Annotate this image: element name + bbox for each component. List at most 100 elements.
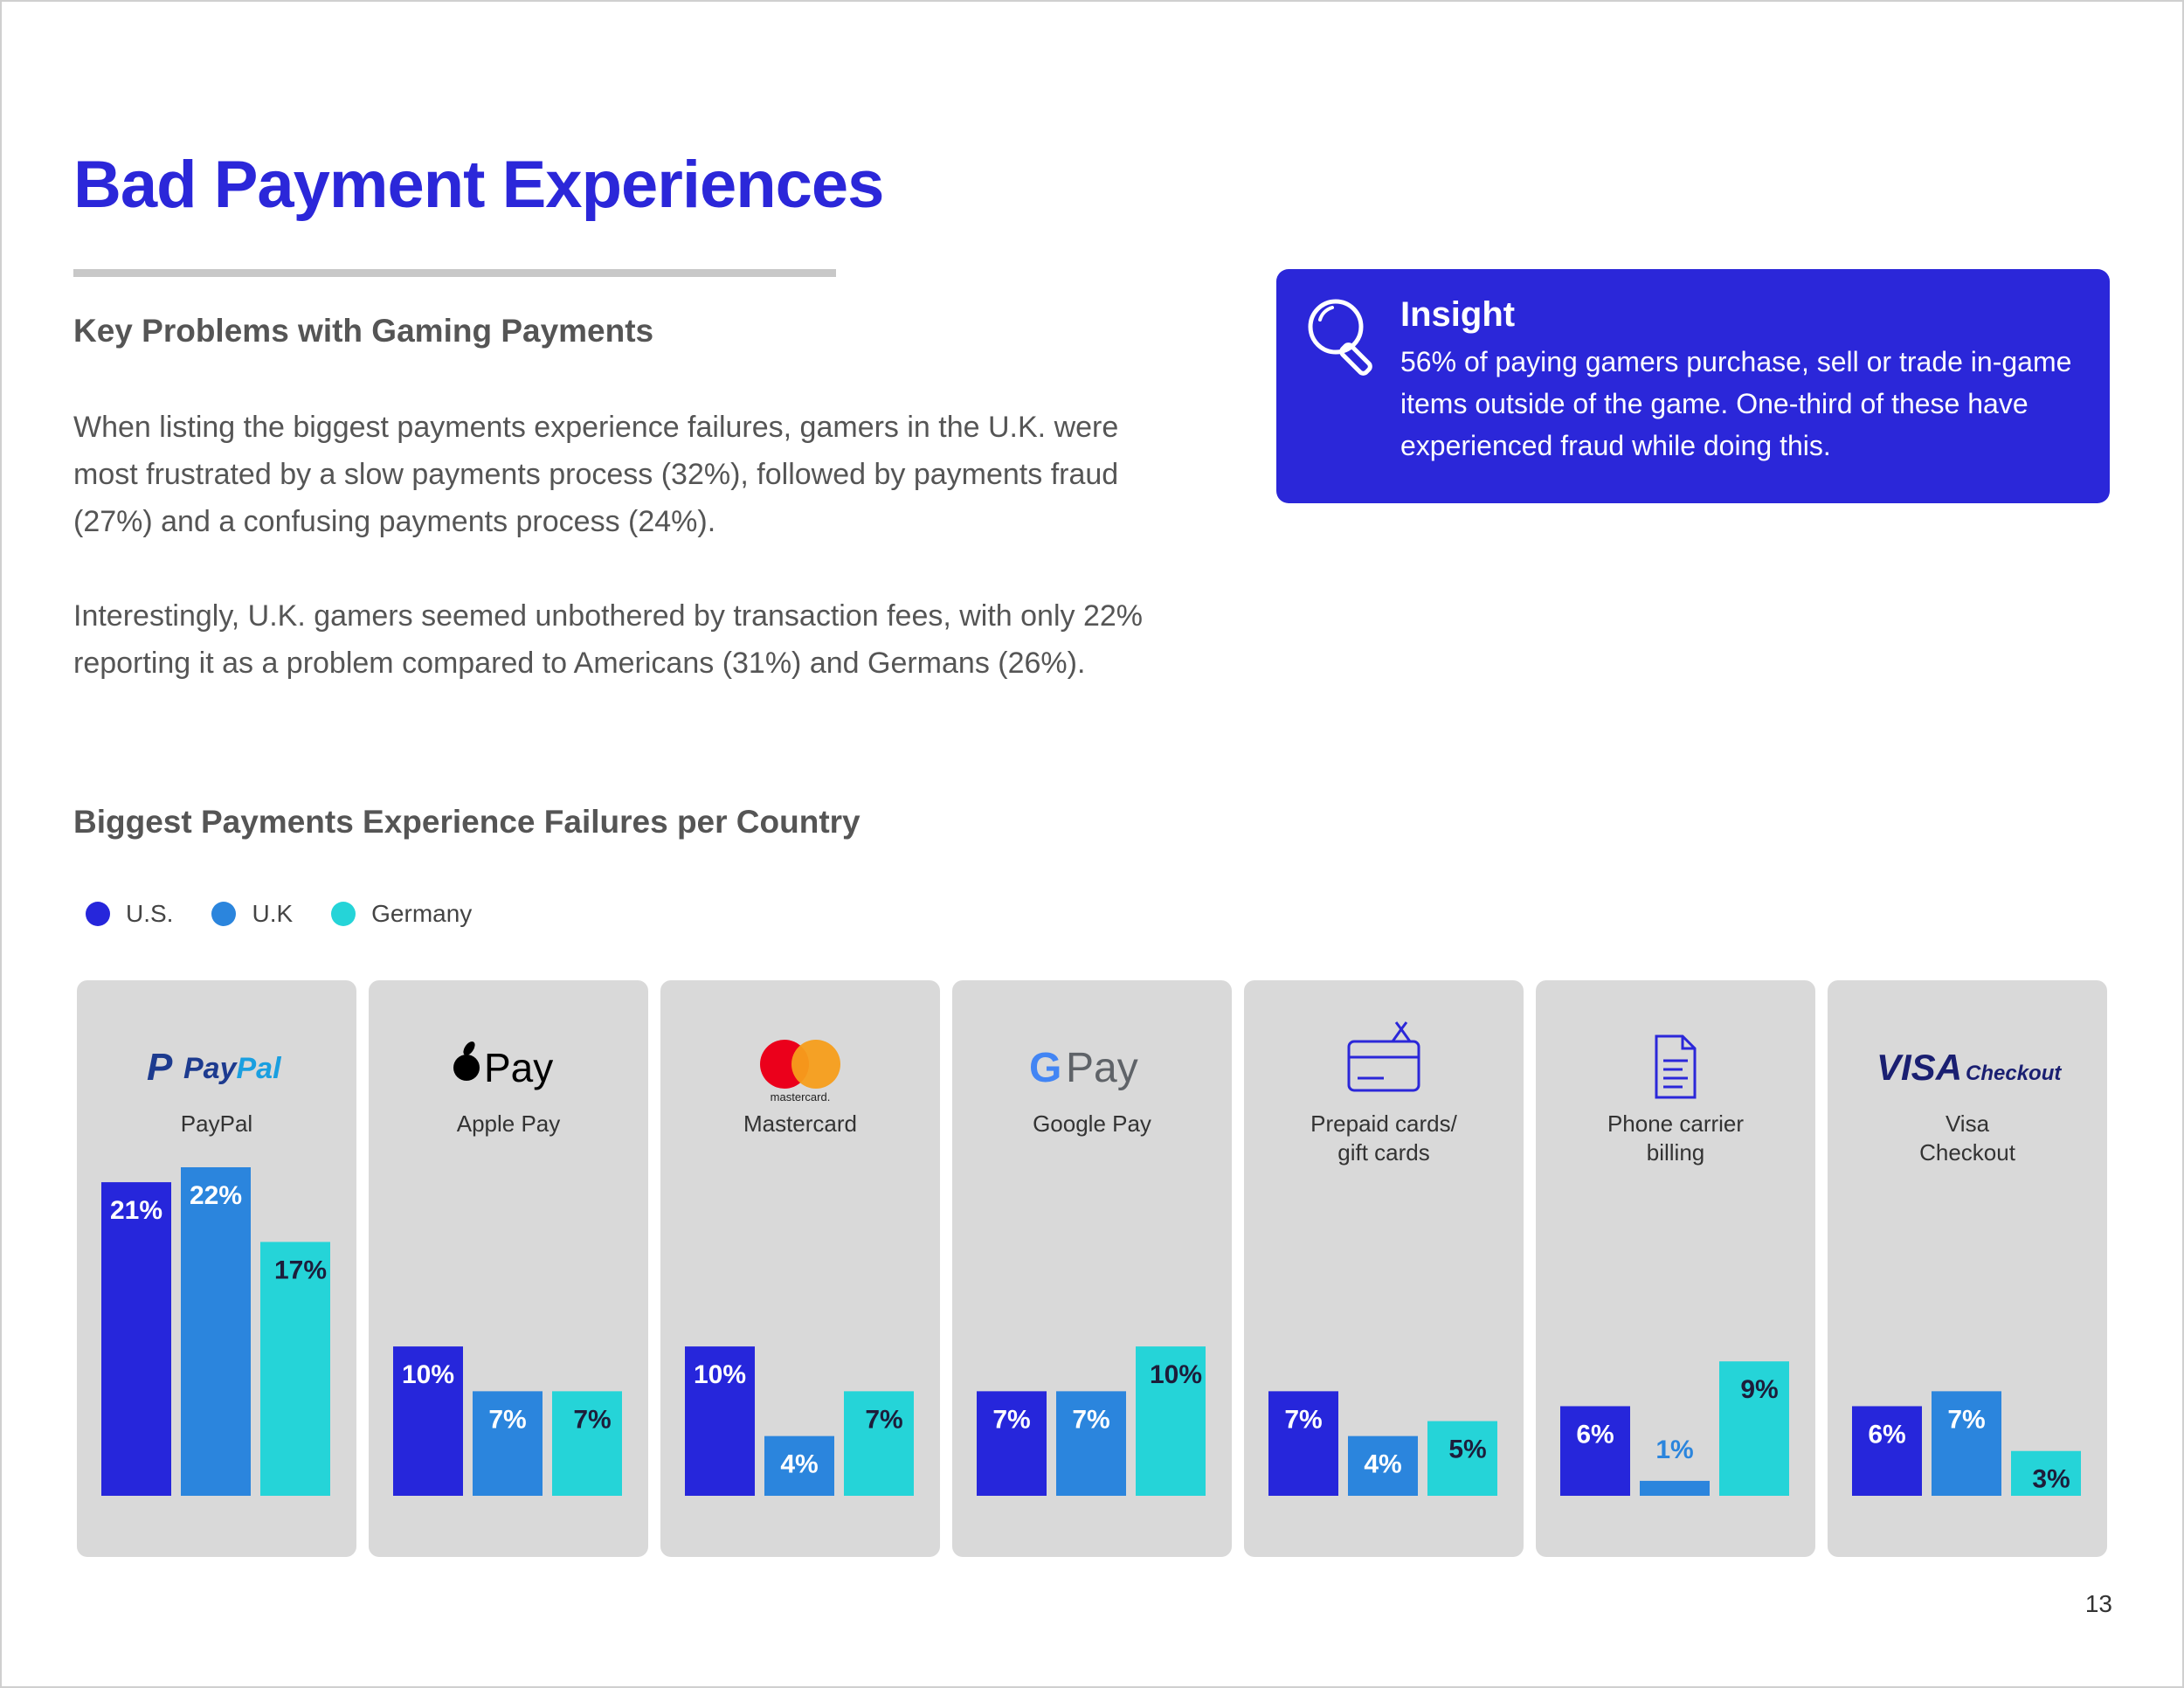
document-outline [1655,1034,1697,1099]
paypal-mark-icon: P [147,1046,173,1089]
visa-wordmark: VISA [1876,1047,1962,1088]
page-title: Bad Payment Experiences [73,148,884,222]
data-label-germany: 9% [1740,1375,1778,1404]
apple-icon [453,1041,480,1081]
chart-panel-gift-card-icon: Prepaid cards/gift cards 7% 4% 5% [1244,980,1524,1557]
chart-panel-paypal-logo: P PayPal PayPal 21% 22% 17% [77,980,356,1557]
data-label-germany: 7% [865,1405,902,1434]
gift-card-body [1347,1040,1420,1092]
bar-us [977,1391,1047,1496]
legend-swatch-uk [211,902,237,926]
bar-germany [844,1391,914,1496]
chart-panel-mastercard-logo: mastercard. Mastercard 10% 4% 7% [660,980,940,1557]
legend-item-us: U.S. [86,900,173,928]
data-label-us: 7% [992,1405,1030,1434]
apple-pay-wordmark: Pay [484,1045,553,1090]
bar-us [1268,1391,1338,1496]
data-label-germany: 7% [573,1405,611,1434]
legend-item-uk: U.K [211,900,293,928]
data-label-us: 10% [694,1360,746,1389]
bar-germany [552,1391,622,1496]
data-label-uk: 4% [1364,1450,1401,1479]
gift-card-icon [1347,1021,1420,1092]
chart-legend: U.S. U.K Germany [86,900,510,928]
data-label-us: 10% [402,1360,454,1389]
checkout-wordmark: Checkout [1966,1062,2062,1085]
mastercard-wordmark: mastercard. [771,1090,831,1103]
legend-label-us: U.S. [126,900,174,927]
body-paragraph-1: When listing the biggest payments experi… [73,411,1119,538]
category-label: Mastercard [743,1110,857,1137]
bar-us [1852,1406,1922,1496]
category-label: PayPal [181,1110,252,1137]
magnifier-icon [1308,299,1372,376]
data-label-uk: 7% [1947,1405,1985,1434]
category-label: Checkout [1919,1139,2016,1166]
category-label: Phone carrier [1607,1110,1744,1137]
legend-item-germany: Germany [331,900,472,928]
document-icon [1655,1034,1697,1099]
bar-uk [764,1435,834,1496]
body-paragraph-2: Interestingly, U.K. gamers seemed unboth… [73,599,1144,680]
bar-germany [1136,1346,1206,1496]
data-label-germany: 5% [1448,1435,1486,1464]
bar-us [685,1346,755,1496]
bar-germany [2011,1450,2081,1496]
mastercard-logo-icon [760,1040,840,1089]
data-label-germany: 17% [274,1256,327,1284]
data-label-uk: 4% [780,1450,818,1479]
section-heading: Key Problems with Gaming Payments [73,313,654,349]
chart-panel-apple-pay-logo: Pay Apple Pay 10% 7% 7% [369,980,648,1557]
bar-uk [181,1167,251,1496]
data-label-us: 6% [1868,1420,1905,1449]
data-label-germany: 10% [1150,1360,1202,1389]
chart-title: Biggest Payments Experience Failures per… [73,804,860,840]
category-label: Google Pay [1033,1110,1151,1137]
bar-uk [1056,1391,1126,1496]
category-label: Visa [1946,1110,1990,1137]
data-label-uk: 1% [1655,1435,1693,1464]
data-label-us: 7% [1284,1405,1322,1434]
data-label-us: 6% [1576,1420,1614,1449]
bar-germany [1719,1361,1789,1496]
bar-uk [473,1391,543,1496]
bar-us [393,1346,463,1496]
google-g-icon: G [1029,1045,1061,1091]
legend-swatch-germany [331,902,356,926]
legend-swatch-us [86,902,110,926]
legend-label-uk: U.K [252,900,294,927]
mastercard-orange-circle [791,1040,840,1089]
google-pay-wordmark: Pay [1066,1045,1138,1091]
category-label: billing [1647,1139,1705,1166]
bar-us [101,1182,171,1496]
category-label: Apple Pay [457,1110,561,1137]
insight-text: 56% of paying gamers purchase, sell or t… [1400,346,2072,461]
data-label-uk: 7% [1072,1405,1109,1434]
data-label-us: 21% [110,1196,162,1225]
legend-label-germany: Germany [371,900,473,927]
title-divider [73,269,836,277]
page-number: 13 [2084,1590,2112,1617]
category-label: Prepaid cards/ [1310,1110,1457,1137]
bar-us [1560,1406,1630,1496]
bar-germany [260,1242,330,1496]
insight-title: Insight [1400,295,1516,334]
data-label-germany: 3% [2032,1465,2070,1494]
chart-panel-google-pay-logo: G Pay Google Pay 7% 7% 10% [952,980,1232,1557]
bar-germany [1427,1421,1497,1496]
bar-uk [1348,1435,1418,1496]
paypal-wordmark: PayPal [183,1052,282,1085]
apple-icon-body [453,1055,480,1081]
gift-card-bow [1391,1021,1412,1042]
bar-uk [1640,1480,1710,1496]
category-label: gift cards [1337,1139,1430,1166]
insight-callout: Insight 56% of paying gamers purchase, s… [1276,269,2110,503]
bar-chart: P PayPal PayPal 21% 22% 17% Pay Apple Pay 10% 7% 7… [77,980,2107,1557]
data-label-uk: 7% [488,1405,526,1434]
data-label-uk: 22% [190,1181,242,1210]
bar-uk [1932,1391,2001,1496]
apple-icon-leaf [463,1041,475,1055]
